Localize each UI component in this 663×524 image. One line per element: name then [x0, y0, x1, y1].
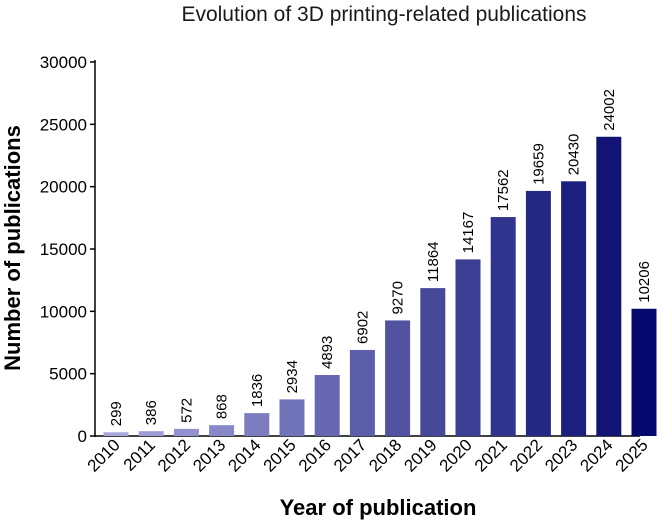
data-label-2023: 20430	[566, 134, 583, 176]
x-tick-label-2012: 2012	[154, 435, 194, 475]
y-tick-label: 25000	[40, 115, 87, 134]
x-tick-label-2017: 2017	[330, 435, 370, 475]
data-label-2025: 10206	[636, 261, 653, 303]
x-tick-label-2013: 2013	[189, 435, 229, 475]
data-label-2019: 11864	[425, 241, 442, 282]
bar-2012	[173, 428, 199, 436]
data-label-2012: 572	[178, 398, 195, 423]
x-tick-label-2014: 2014	[224, 435, 264, 475]
bar-2022	[525, 190, 551, 436]
chart-title: Evolution of 3D printing-related publica…	[181, 3, 586, 26]
data-label-2010: 299	[108, 401, 125, 426]
data-label-2020: 14167	[460, 212, 477, 254]
data-label-2024: 24002	[601, 89, 618, 131]
x-tick-label-2025: 2025	[612, 435, 652, 475]
x-tick-label-2011: 2011	[120, 435, 159, 474]
plot-area: 0 5000 10000 15000 20000 25000 30000 299 2010 386…	[40, 53, 657, 476]
x-tick-label-2010: 2010	[84, 435, 124, 475]
data-label-2015: 2934	[284, 360, 301, 393]
bar-2019	[420, 288, 446, 436]
bar-2015	[279, 399, 305, 436]
y-tick-label: 5000	[49, 365, 87, 384]
x-tick-label-2015: 2015	[260, 435, 300, 475]
x-tick-label-2023: 2023	[541, 435, 581, 475]
bar-2014	[244, 413, 270, 436]
data-label-2014: 1836	[249, 374, 266, 407]
x-tick-label-2022: 2022	[506, 435, 546, 475]
data-label-2018: 9270	[390, 281, 407, 314]
y-tick-label: 10000	[40, 302, 87, 321]
y-tick-label: 0	[78, 427, 87, 446]
bar-2013	[209, 425, 235, 436]
x-tick-label-2021: 2021	[471, 435, 511, 475]
data-label-2013: 868	[214, 394, 231, 419]
y-axis-title: Number of publications	[0, 125, 25, 371]
data-label-2021: 17562	[495, 169, 512, 211]
x-tick-label-2018: 2018	[365, 435, 405, 475]
y-tick-label: 15000	[40, 240, 87, 259]
y-tick-label: 20000	[40, 178, 87, 197]
data-label-2017: 6902	[354, 311, 371, 344]
bar-2024	[596, 136, 622, 436]
data-label-2022: 19659	[530, 143, 547, 185]
bar-2011	[138, 431, 164, 436]
x-axis-title: Year of publication	[280, 495, 477, 520]
x-tick-label-2024: 2024	[576, 435, 616, 475]
bar-2016	[314, 375, 340, 436]
bar-2025	[631, 308, 657, 436]
x-tick-label-2019: 2019	[400, 435, 440, 475]
bar-2023	[561, 181, 587, 436]
y-tick-label: 30000	[40, 53, 87, 72]
bar-2010	[103, 432, 129, 436]
bar-2017	[349, 349, 375, 436]
data-label-2011: 386	[143, 400, 160, 425]
bar-2020	[455, 259, 481, 436]
data-label-2016: 4893	[319, 336, 336, 369]
bar-2018	[385, 320, 411, 436]
x-tick-label-2016: 2016	[295, 435, 335, 475]
bar-2021	[490, 217, 516, 436]
x-tick-label-2020: 2020	[436, 435, 476, 475]
